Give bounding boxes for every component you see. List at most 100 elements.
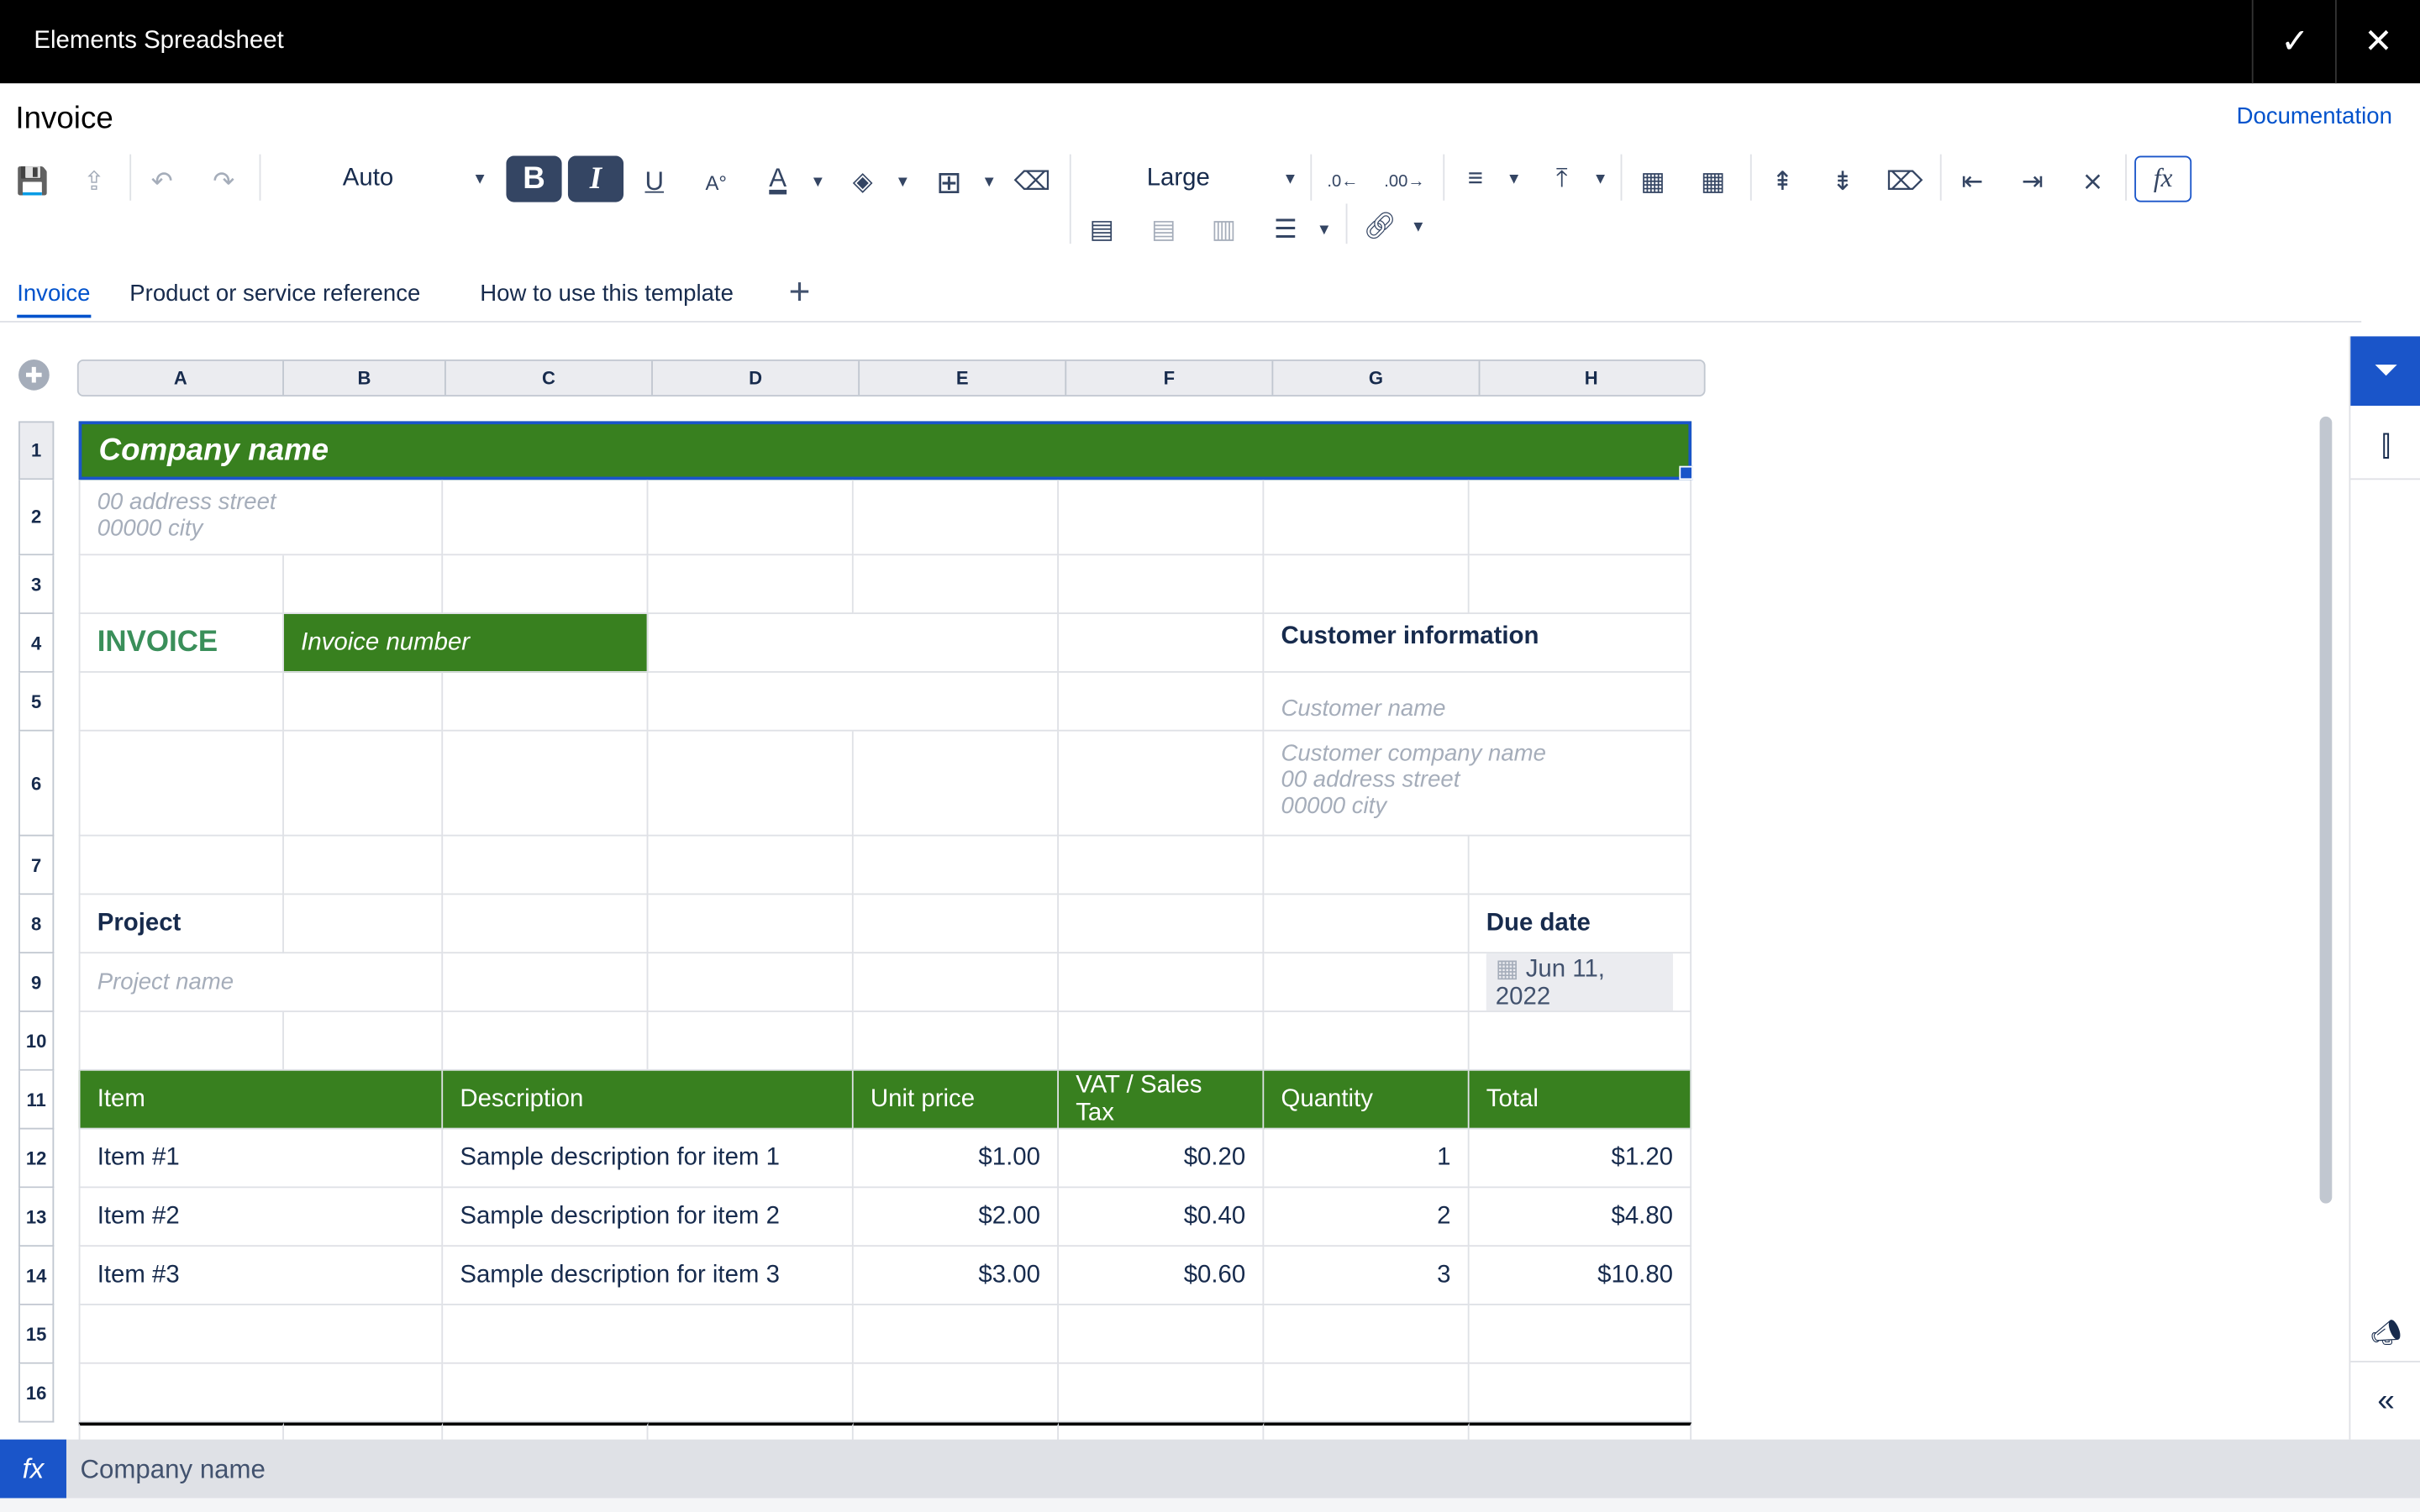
save-icon[interactable]: 💾 <box>16 166 50 197</box>
increase-decimals-icon[interactable]: .00→ <box>1384 172 1425 192</box>
tab-invoice[interactable]: Invoice <box>17 281 91 318</box>
cell-A7[interactable] <box>78 836 284 895</box>
row-header-13[interactable]: 13 <box>18 1188 55 1247</box>
cell-B6[interactable] <box>283 731 444 837</box>
documentation-link[interactable]: Documentation <box>2236 103 2392 130</box>
cell-E9[interactable] <box>853 953 1060 1012</box>
cell-C11[interactable]: Description <box>443 1070 854 1130</box>
row-header-15[interactable]: 15 <box>18 1305 55 1364</box>
cell-D5[interactable] <box>648 672 1060 732</box>
row-header-10[interactable]: 10 <box>18 1011 55 1071</box>
cell-C8[interactable] <box>443 895 649 954</box>
borders-icon[interactable]: ⊞ <box>936 165 962 200</box>
font-family-select[interactable]: Auto <box>342 165 394 192</box>
chevron-down-icon[interactable]: ▼ <box>1316 222 1332 239</box>
cell-F12[interactable]: $0.20 <box>1059 1129 1265 1189</box>
cell-C7[interactable] <box>443 836 649 895</box>
cell-F3[interactable] <box>1059 555 1265 615</box>
italic-button[interactable]: I <box>567 155 624 202</box>
chevron-down-icon[interactable]: ▼ <box>1506 171 1522 189</box>
cell-B3[interactable] <box>283 555 444 615</box>
column-header-E[interactable]: E <box>860 360 1067 396</box>
cell-F11[interactable]: VAT / Sales Tax <box>1059 1070 1265 1130</box>
cell-G11[interactable]: Quantity <box>1264 1070 1470 1130</box>
cell-G6[interactable]: Customer company name 00 address street … <box>1264 731 1692 837</box>
row-header-8[interactable]: 8 <box>18 895 55 954</box>
cell-G14[interactable]: 3 <box>1264 1247 1470 1305</box>
redo-icon[interactable]: ↷ <box>213 166 235 197</box>
cell-D7[interactable] <box>648 836 854 895</box>
cell-F10[interactable] <box>1059 1011 1265 1071</box>
cell-H2[interactable] <box>1469 480 1692 556</box>
cell-G8[interactable] <box>1264 895 1470 954</box>
tab-product-reference[interactable]: Product or service reference <box>129 281 421 307</box>
cell-B5[interactable] <box>283 672 444 732</box>
cell-H9[interactable]: ▦ Jun 11, 2022 <box>1469 953 1692 1012</box>
chevron-down-icon[interactable]: ▼ <box>472 171 488 189</box>
cell-A15[interactable] <box>78 1305 444 1364</box>
cell-H16[interactable] <box>1469 1363 1692 1423</box>
cell-A1[interactable]: Company name <box>78 421 1692 480</box>
share-icon[interactable]: ⇪ <box>82 166 106 197</box>
row-header-5[interactable]: 5 <box>18 672 55 732</box>
bold-button[interactable]: B <box>506 155 562 202</box>
cell-G15[interactable] <box>1264 1305 1470 1364</box>
cell-C15[interactable] <box>443 1305 854 1364</box>
cell-E12[interactable]: $1.00 <box>853 1129 1060 1189</box>
cell-E6[interactable] <box>853 731 1060 837</box>
cell-H7[interactable] <box>1469 836 1692 895</box>
chevron-down-icon[interactable]: ▼ <box>1592 171 1608 189</box>
cell-F7[interactable] <box>1059 836 1265 895</box>
insert-column-right-icon[interactable]: ⇥ <box>2021 166 2044 197</box>
underline-button[interactable]: U <box>644 166 665 197</box>
cell-A9[interactable]: Project name <box>78 953 444 1012</box>
cell-A12[interactable]: Item #1 <box>78 1129 444 1189</box>
announcement-icon[interactable]: 📣︎ <box>2350 1305 2420 1362</box>
cell-E10[interactable] <box>853 1011 1060 1071</box>
cell-G13[interactable]: 2 <box>1264 1188 1470 1247</box>
split-cells-icon[interactable]: ▦ <box>1701 166 1726 197</box>
cell-A8[interactable]: Project <box>78 895 284 954</box>
cell-A16[interactable] <box>78 1363 444 1423</box>
cell-F5[interactable] <box>1059 672 1265 732</box>
cell-A2[interactable]: 00 address street 00000 city <box>78 480 444 556</box>
cell-H3[interactable] <box>1469 555 1692 615</box>
cell-A11[interactable]: Item <box>78 1070 444 1130</box>
row-header-1[interactable]: 1 <box>18 421 55 480</box>
panel-toggle-icon[interactable]: ⫿ <box>2350 413 2420 480</box>
cell-D4[interactable] <box>648 614 1060 673</box>
close-button[interactable]: ✕ <box>2334 0 2420 84</box>
cell-F9[interactable] <box>1059 953 1265 1012</box>
row-header-14[interactable]: 14 <box>18 1247 55 1305</box>
row-header-6[interactable]: 6 <box>18 731 55 837</box>
cell-C16[interactable] <box>443 1363 854 1423</box>
cell-C14[interactable]: Sample description for item 3 <box>443 1247 854 1305</box>
tab-how-to-use[interactable]: How to use this template <box>480 281 734 307</box>
banded-rows-icon[interactable]: ☰ <box>1273 214 1298 244</box>
chevron-down-icon[interactable]: ▼ <box>981 174 997 192</box>
insert-row-above-icon[interactable]: ⇞ <box>1771 166 1794 197</box>
cell-G3[interactable] <box>1264 555 1470 615</box>
cell-E14[interactable]: $3.00 <box>853 1247 1060 1305</box>
vertical-scrollbar[interactable] <box>2319 416 2333 1204</box>
cell-C12[interactable]: Sample description for item 1 <box>443 1129 854 1189</box>
cell-G10[interactable] <box>1264 1011 1470 1071</box>
header-column-icon[interactable]: ▥ <box>1211 214 1237 244</box>
cell-A6[interactable] <box>78 731 284 837</box>
row-header-12[interactable]: 12 <box>18 1129 55 1189</box>
column-header-D[interactable]: D <box>653 360 860 396</box>
formula-button[interactable]: fx <box>2134 155 2192 202</box>
cell-F8[interactable] <box>1059 895 1265 954</box>
insert-column-left-icon[interactable]: ⇤ <box>1961 166 1984 197</box>
fill-color-icon[interactable]: ◈ <box>852 166 873 197</box>
cell-G5[interactable]: Customer name <box>1264 672 1692 732</box>
cell-E16[interactable] <box>853 1363 1060 1423</box>
column-header-C[interactable]: C <box>446 360 653 396</box>
cell-C3[interactable] <box>443 555 649 615</box>
cell-B4[interactable]: Invoice number <box>283 614 649 673</box>
cell-G2[interactable] <box>1264 480 1470 556</box>
chevron-down-icon[interactable]: ▼ <box>810 174 826 192</box>
delete-column-icon[interactable]: ⨯ <box>2081 166 2104 197</box>
row-header-7[interactable]: 7 <box>18 836 55 895</box>
cell-E7[interactable] <box>853 836 1060 895</box>
